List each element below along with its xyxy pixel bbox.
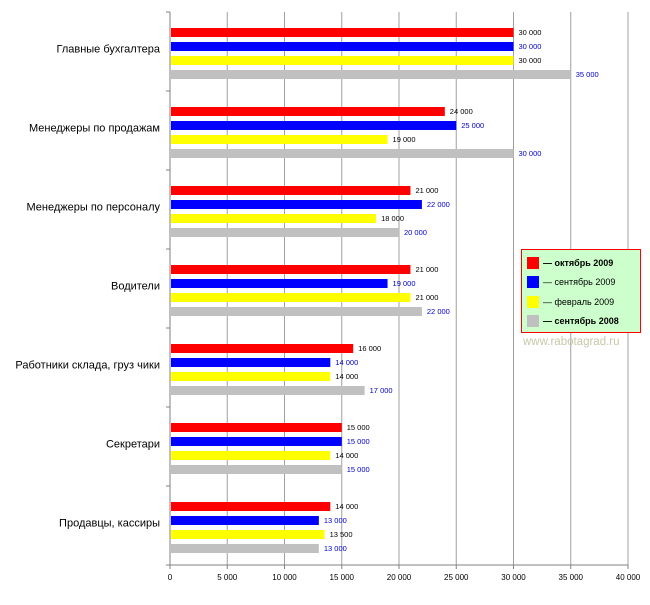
legend-swatch-september-2009 [527,276,539,289]
x-tick-label-4: 20 000 [387,573,412,582]
x-tick-label-8: 40 000 [616,573,641,582]
bar-s1-c4 [171,358,331,367]
legend-item-september-2009: — сентябрь 2009 [527,273,640,293]
category-label-5: Секретари [106,438,160,450]
data-label-s0-c6: 14 000 [335,502,358,511]
legend-label-february-2009: — февраль 2009 [543,296,615,307]
data-label-s3-c0: 35 000 [576,70,599,79]
chart-legend: — октябрь 2009 — сентябрь 2009 — февраль… [521,249,641,333]
x-tick-label-1: 5 000 [217,573,238,582]
data-label-s1-c2: 22 000 [427,200,450,209]
x-tick-label-3: 15 000 [330,573,355,582]
data-label-s1-c5: 15 000 [347,437,370,446]
bar-s0-c4 [171,344,354,353]
legend-swatch-october-2009 [527,256,539,269]
data-label-s1-c3: 19 000 [393,279,416,288]
bar-s2-c6 [171,530,325,539]
data-label-s0-c0: 30 000 [519,28,542,37]
bar-s3-c3 [171,307,422,316]
bar-s2-c3 [171,293,411,302]
watermark: www.rabotagrad.ru [523,336,620,348]
bar-s3-c4 [171,386,365,395]
data-label-s3-c4: 17 000 [370,386,393,395]
legend-item-october-2009: — октябрь 2009 [527,253,640,273]
data-label-s1-c4: 14 000 [335,358,358,367]
data-label-s3-c6: 13 000 [324,544,347,553]
data-label-s1-c0: 30 000 [519,42,542,51]
category-label-2: Менеджеры по персоналу [26,201,160,213]
data-label-s2-c0: 30 000 [519,56,542,65]
x-tick-label-6: 30 000 [501,573,526,582]
data-label-s0-c4: 16 000 [358,344,381,353]
data-label-s0-c2: 21 000 [415,186,438,195]
bar-s2-c1 [171,135,388,144]
data-label-s0-c3: 21 000 [415,265,438,274]
bar-s2-c5 [171,451,331,460]
bar-s1-c3 [171,279,388,288]
category-label-0: Главные бухгалтера [56,43,160,55]
bar-s3-c6 [171,544,319,553]
bar-s0-c6 [171,502,331,511]
data-label-s1-c6: 13 000 [324,516,347,525]
bar-s1-c5 [171,437,342,446]
bar-s3-c0 [171,70,571,79]
data-label-s2-c5: 14 000 [335,451,358,460]
category-label-6: Продавцы, кассиры [59,517,160,529]
x-tick-label-5: 25 000 [444,573,469,582]
legend-label-october-2009: — октябрь 2009 [543,257,614,268]
bar-s1-c0 [171,42,514,51]
bar-s0-c5 [171,423,342,432]
bar-s3-c5 [171,465,342,474]
legend-item-february-2009: — февраль 2009 [527,292,640,312]
data-label-s2-c6: 13 500 [330,530,353,539]
x-tick-label-0: 0 [168,573,173,582]
data-label-s3-c2: 20 000 [404,228,427,237]
data-label-s2-c4: 14 000 [335,372,358,381]
bar-s3-c1 [171,149,514,158]
data-label-s2-c1: 19 000 [393,135,416,144]
legend-label-september-2008: — сентябрь 2008 [543,316,619,327]
bar-s0-c0 [171,28,514,37]
bar-s0-c3 [171,265,411,274]
legend-swatch-february-2009 [527,295,539,308]
bar-s0-c2 [171,186,411,195]
data-label-s1-c1: 25 000 [461,121,484,130]
data-label-s0-c5: 15 000 [347,423,370,432]
legend-swatch-september-2008 [527,315,539,328]
category-label-3: Водители [111,280,160,292]
category-label-1: Менеджеры по продажам [29,122,160,134]
data-label-s0-c1: 24 000 [450,107,473,116]
legend-label-september-2009: — сентябрь 2009 [543,277,616,288]
bar-s1-c6 [171,516,319,525]
bar-s1-c1 [171,121,457,130]
data-label-s3-c5: 15 000 [347,465,370,474]
bar-s2-c4 [171,372,331,381]
legend-item-september-2008: — сентябрь 2008 [527,312,640,332]
data-label-s2-c3: 21 000 [415,293,438,302]
data-label-s2-c2: 18 000 [381,214,404,223]
category-label-4: Работники склада, груз чики [15,359,160,371]
bar-s2-c0 [171,56,514,65]
x-tick-label-2: 10 000 [272,573,297,582]
bar-s1-c2 [171,200,422,209]
data-label-s3-c3: 22 000 [427,307,450,316]
bar-s0-c1 [171,107,445,116]
x-tick-label-7: 35 000 [559,573,584,582]
bar-s3-c2 [171,228,399,237]
bar-s2-c2 [171,214,377,223]
data-label-s3-c1: 30 000 [519,149,542,158]
